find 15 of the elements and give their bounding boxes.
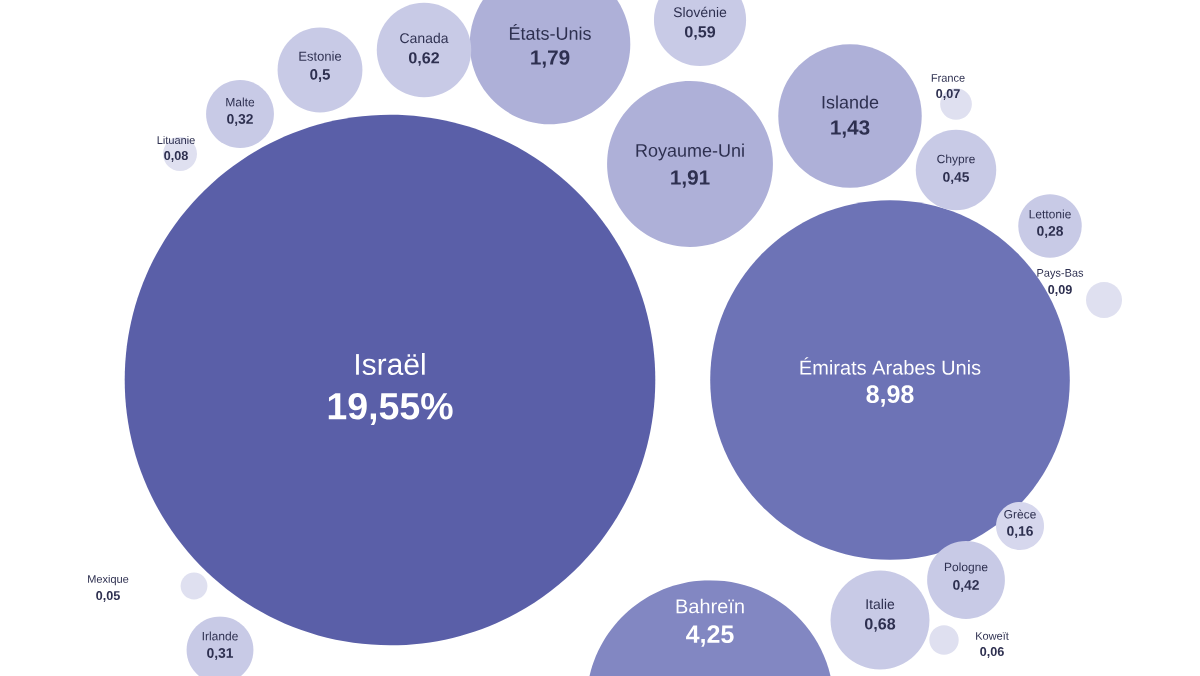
category-label: Israël [356,352,425,375]
data-label: 8,98 [866,385,914,407]
data-label: 19,55% [328,393,453,425]
data-label: 4,25 [686,625,734,647]
data-label: 1,91 [671,170,710,188]
category-label: États-Unis [509,24,591,40]
category-label: Émirats Arabes Unis [800,357,981,375]
data-label: 1,43 [831,120,870,138]
data-label: 0,62 [408,52,440,66]
category-label: Islande [822,95,879,109]
category-label: Bahreïn [676,598,744,614]
category-label: Royaume-Uni [636,143,744,161]
data-label: 1,79 [531,50,570,68]
data-label: 0,59 [684,26,716,40]
data-label: 0,68 [864,618,896,632]
